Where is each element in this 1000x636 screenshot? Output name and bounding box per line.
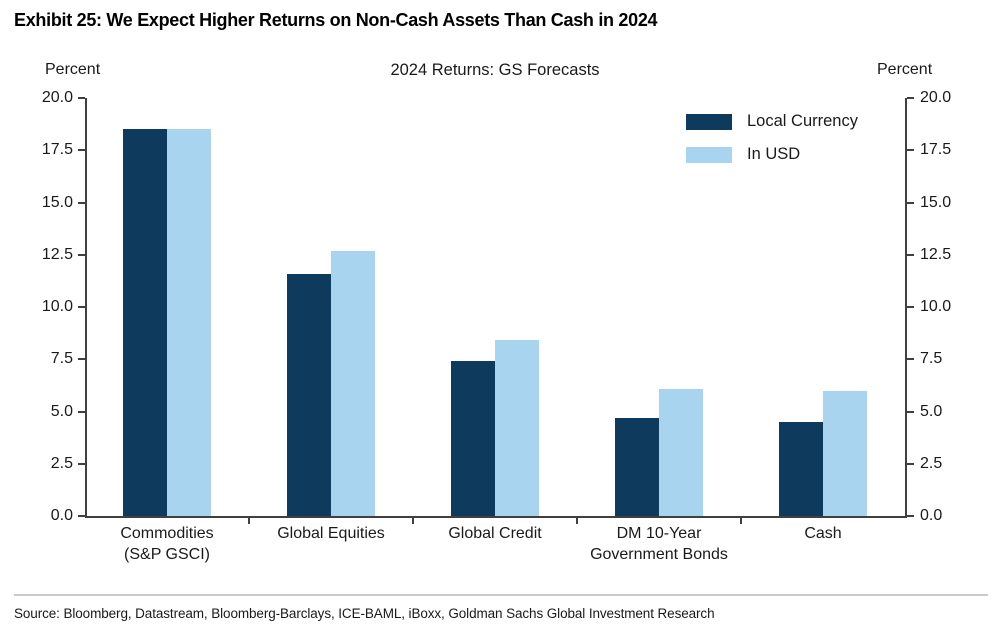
y-tick-right bbox=[907, 462, 914, 465]
x-tick bbox=[412, 516, 414, 524]
x-category-label-commodities: Commodities (S&P GSCI) bbox=[67, 523, 267, 565]
y-tick-label-right: 5.0 bbox=[920, 402, 943, 420]
chart-title: 2024 Returns: GS Forecasts bbox=[390, 61, 600, 79]
y-tick-left bbox=[78, 253, 85, 256]
y-tick-left bbox=[78, 201, 85, 204]
x-category-label-line: Global Credit bbox=[448, 525, 542, 542]
y-tick-label-left: 15.0 bbox=[41, 193, 73, 211]
y-tick-label-left: 5.0 bbox=[50, 402, 73, 420]
x-category-label-global-equities: Global Equities bbox=[231, 523, 431, 544]
bar-in-usd-global-credit bbox=[495, 340, 539, 516]
bar-in-usd-commodities bbox=[167, 129, 211, 516]
legend-item-local-currency: Local Currency bbox=[686, 112, 858, 131]
x-category-label-line: Commodities bbox=[120, 525, 214, 542]
source-note: Source: Bloomberg, Datastream, Bloomberg… bbox=[14, 606, 715, 621]
exhibit-title: Exhibit 25: We Expect Higher Returns on … bbox=[14, 10, 658, 30]
y-tick-left bbox=[78, 358, 85, 361]
bar-local-currency-dm-10-year bbox=[615, 417, 659, 516]
y-tick-label-right: 12.5 bbox=[920, 245, 952, 263]
legend-label-in-usd: In USD bbox=[747, 145, 801, 163]
bar-in-usd-global-equities bbox=[331, 250, 375, 516]
y-tick-label-left: 12.5 bbox=[41, 245, 73, 263]
y-tick-left bbox=[78, 515, 85, 517]
y-tick-label-left: 0.0 bbox=[50, 507, 73, 524]
x-axis bbox=[85, 516, 907, 518]
y-tick-label-right: 2.5 bbox=[920, 454, 943, 472]
y-tick-right bbox=[907, 201, 914, 204]
x-category-label-line: Government Bonds bbox=[590, 546, 728, 563]
x-category-label-global-credit: Global Credit bbox=[395, 523, 595, 544]
y-tick-label-left: 20.0 bbox=[41, 89, 73, 106]
y-tick-left bbox=[78, 97, 85, 99]
x-tick bbox=[576, 516, 578, 524]
bar-local-currency-cash bbox=[779, 421, 823, 516]
x-category-label-cash: Cash bbox=[723, 523, 923, 544]
right-axis-unit-label: Percent bbox=[877, 61, 933, 78]
x-category-label-dm-10-year: DM 10-Year Government Bonds bbox=[559, 523, 759, 565]
y-tick-right bbox=[907, 358, 914, 361]
y-tick-label-right: 15.0 bbox=[920, 193, 952, 211]
y-tick-left bbox=[78, 410, 85, 413]
y-tick-label-right: 0.0 bbox=[920, 507, 943, 524]
x-category-label-line: Global Equities bbox=[277, 525, 385, 542]
y-tick-label-right: 10.0 bbox=[920, 298, 952, 315]
y-tick-label-left: 2.5 bbox=[50, 454, 73, 472]
bar-in-usd-dm-10-year bbox=[659, 388, 703, 516]
legend-label-local-currency: Local Currency bbox=[747, 112, 858, 130]
y-tick-right bbox=[907, 253, 914, 256]
y-tick-left bbox=[78, 149, 85, 152]
y-tick-left bbox=[78, 462, 85, 465]
x-category-label-line: (S&P GSCI) bbox=[124, 546, 210, 563]
y-tick-right bbox=[907, 410, 914, 413]
y-tick-label-right: 17.5 bbox=[920, 141, 952, 159]
y-axis-left bbox=[85, 98, 87, 516]
legend-item-in-usd: In USD bbox=[686, 145, 858, 164]
legend-swatch-local-currency bbox=[686, 113, 732, 130]
x-tick bbox=[248, 516, 250, 524]
x-tick bbox=[740, 516, 742, 524]
y-tick-left bbox=[78, 306, 85, 308]
y-tick-label-right: 20.0 bbox=[920, 89, 952, 106]
y-tick-label-left: 17.5 bbox=[41, 141, 73, 159]
legend-swatch-in-usd bbox=[686, 146, 732, 163]
bar-local-currency-commodities bbox=[123, 129, 167, 516]
left-axis-unit-label: Percent bbox=[45, 61, 101, 78]
y-tick-label-left: 7.5 bbox=[50, 350, 73, 368]
y-tick-right bbox=[907, 97, 914, 99]
footer-divider bbox=[14, 594, 988, 596]
y-tick-right bbox=[907, 515, 914, 517]
bar-in-usd-cash bbox=[823, 390, 867, 516]
y-tick-right bbox=[907, 306, 914, 308]
y-tick-right bbox=[907, 149, 914, 152]
x-category-label-line: Cash bbox=[804, 525, 842, 542]
bar-local-currency-global-equities bbox=[287, 273, 331, 516]
y-axis-right bbox=[905, 98, 907, 518]
x-category-label-line: DM 10-Year bbox=[616, 525, 702, 542]
y-tick-label-right: 7.5 bbox=[920, 350, 943, 368]
y-tick-label-left: 10.0 bbox=[41, 298, 73, 315]
legend: Local Currency In USD bbox=[686, 112, 858, 164]
bar-local-currency-global-credit bbox=[451, 361, 495, 516]
